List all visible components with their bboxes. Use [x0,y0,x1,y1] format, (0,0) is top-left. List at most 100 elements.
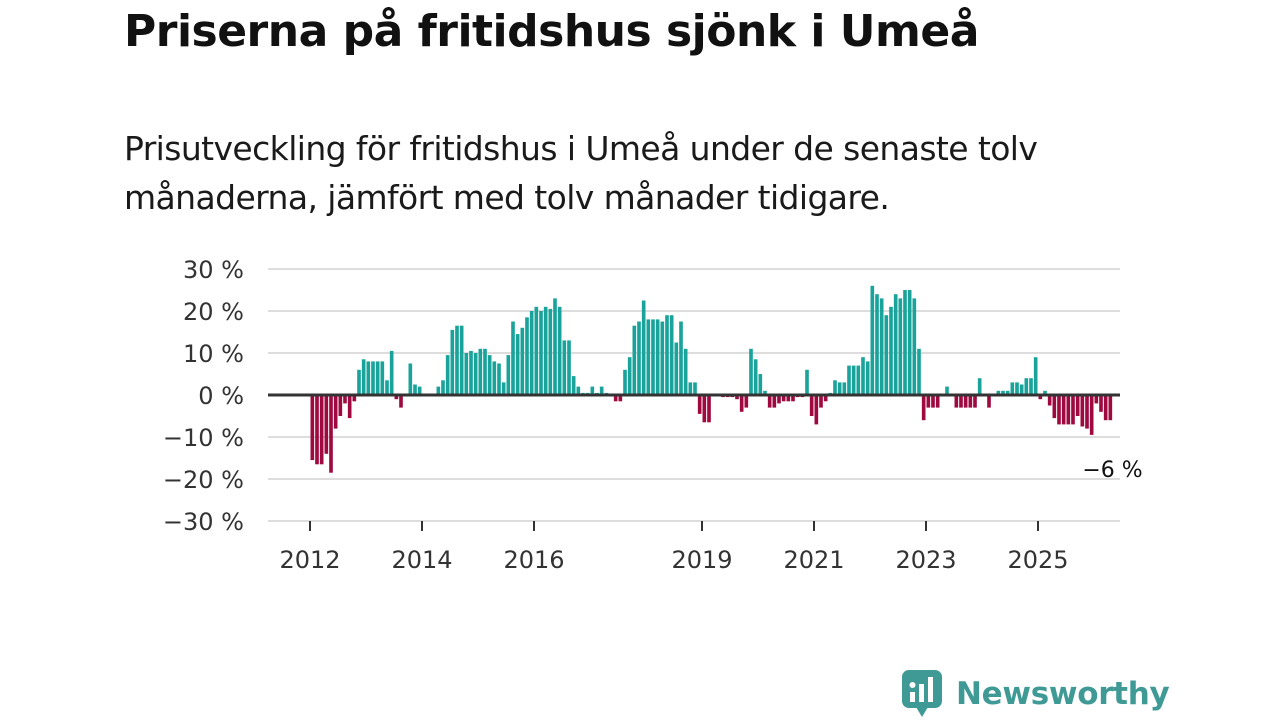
bar [618,395,623,402]
newsworthy-logo-text: Newsworthy [956,676,1170,712]
bar [1043,390,1047,395]
bar [688,382,693,395]
bar [417,386,422,395]
bar [693,382,697,395]
bar [898,298,903,395]
bar [1001,390,1005,395]
bar [445,355,450,395]
bar [553,298,557,395]
bar [627,357,632,395]
bar [576,386,581,395]
bar [319,395,324,465]
axes [268,393,1120,531]
bar [534,306,539,395]
bar [707,395,711,423]
bar [772,395,777,408]
bar [590,386,595,395]
x-tick-label: 2023 [895,546,956,574]
bar [1024,378,1029,395]
bar [875,294,879,395]
bar [455,325,459,395]
bar [413,384,417,395]
bar [394,395,399,400]
bar [977,378,982,395]
bar [599,386,604,395]
x-tick-label: 2012 [279,546,340,574]
bar [702,395,707,423]
bar [935,395,940,408]
bar [763,390,767,395]
bar [1066,395,1071,425]
bar [436,386,441,395]
bar [842,382,847,395]
bar [1015,382,1019,395]
bar [651,319,655,395]
bar [777,395,781,404]
bar [385,380,389,395]
bar [497,363,501,395]
bar [963,395,968,408]
bar [543,306,548,395]
bar [851,365,856,395]
bar [823,395,828,402]
bar [347,395,352,419]
bar [361,359,366,395]
bar [1103,395,1108,421]
bar [520,327,525,395]
bar [623,369,627,395]
bar [1085,395,1089,429]
bar [917,348,921,395]
bar [996,390,1001,395]
bar [884,315,889,395]
y-tick-label: −10 % [163,424,244,452]
bar [753,359,758,395]
bar [954,395,959,408]
bar [525,317,529,395]
bar [660,321,665,395]
bar [352,395,357,402]
bar [380,361,385,395]
bar [1080,395,1085,427]
bar [669,315,674,395]
chart-subtitle: Prisutveckling för fritidshus i Umeå und… [124,129,1038,217]
newsworthy-logo[interactable]: Newsworthy [902,670,1170,718]
bar [1057,395,1061,425]
bar [903,290,907,395]
bar [464,353,469,395]
bar [506,355,511,395]
bar [805,369,809,395]
bar [1061,395,1066,425]
bar [945,386,949,395]
newsworthy-logo-icon [902,670,942,717]
x-tick-label: 2019 [671,546,732,574]
bar [1052,395,1057,419]
bar [744,395,749,408]
bar [1108,395,1113,421]
bar [968,395,973,408]
bar [907,290,912,395]
x-tick-label: 2025 [1007,546,1068,574]
bar [1099,395,1103,412]
y-tick-label: 20 % [183,298,244,326]
bar [492,361,497,395]
bar [861,357,865,395]
bar [375,361,380,395]
bar [571,376,576,395]
bar [557,306,562,395]
bar [697,395,702,414]
bar [441,380,445,395]
bar [674,342,679,395]
bar [399,395,403,408]
bar [1071,395,1075,425]
bar [473,353,478,395]
bar [791,395,795,402]
chart-title: Priserna på fritidshus sjönk i Umeå [124,6,979,57]
labels: 30 % 20 % 10 % 0 % −10 % −20 % −30 % 2012 2014 20… [163,256,1143,574]
bar [758,374,763,395]
bar [310,395,315,461]
bar [1075,395,1080,416]
y-tick-label: 0 % [198,382,244,410]
bar [315,395,319,465]
bar [408,363,413,395]
bar [959,395,963,408]
